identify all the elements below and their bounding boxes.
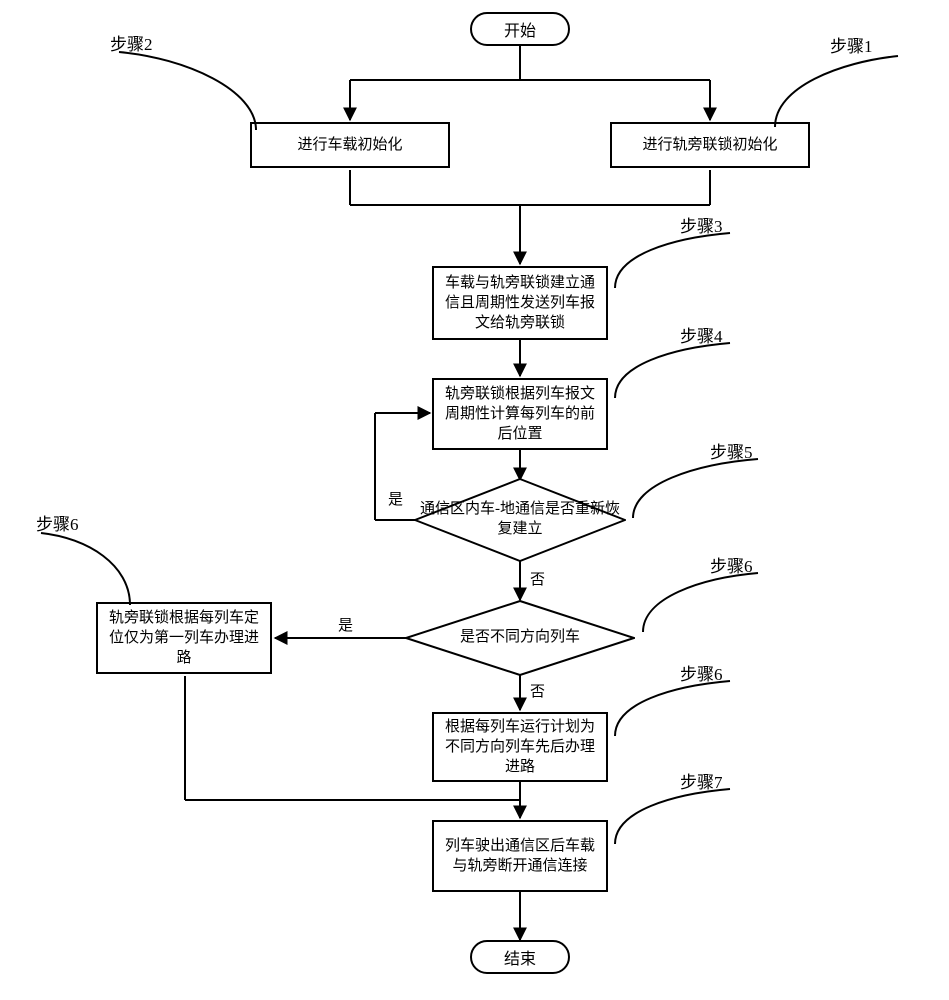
- process-step4: 轨旁联锁根据列车报文周期性计算每列车的前后位置: [432, 378, 608, 450]
- step-label-6b: 步骤6: [36, 510, 79, 535]
- process-step7: 列车驶出通信区后车载与轨旁断开通信连接: [432, 820, 608, 892]
- bracket-step6c: [612, 678, 732, 743]
- process-step6-right-label: 根据每列车运行计划为不同方向列车先后办理进路: [442, 717, 598, 778]
- process-step2: 进行车载初始化: [250, 122, 450, 168]
- edge-yes-2: 是: [338, 614, 353, 635]
- process-step7-label: 列车驶出通信区后车载与轨旁断开通信连接: [442, 836, 598, 877]
- step-label-4: 步骤4: [680, 322, 723, 347]
- process-step2-label: 进行车载初始化: [297, 135, 402, 155]
- step-label-7: 步骤7: [680, 768, 723, 793]
- decision-step5: 通信区内车-地通信是否重新恢复建立: [414, 478, 626, 562]
- bracket-step3: [612, 230, 732, 295]
- step-label-5: 步骤5: [710, 438, 753, 463]
- process-step1-label: 进行轨旁联锁初始化: [642, 135, 777, 155]
- bracket-step6a: [640, 570, 760, 640]
- start-node: 开始: [470, 12, 570, 46]
- edge-no-1: 否: [530, 568, 545, 589]
- step-label-2: 步骤2: [110, 30, 153, 55]
- edge-no-2: 否: [530, 680, 545, 701]
- process-step3-label: 车载与轨旁联锁建立通信且周期性发送列车报文给轨旁联锁: [442, 273, 598, 334]
- bracket-step7: [612, 786, 732, 851]
- bracket-step6b: [38, 530, 133, 610]
- end-label: 结束: [504, 945, 536, 969]
- bracket-step1: [770, 52, 900, 132]
- step-label-3: 步骤3: [680, 212, 723, 237]
- step-label-6a: 步骤6: [710, 552, 753, 577]
- process-step4-label: 轨旁联锁根据列车报文周期性计算每列车的前后位置: [442, 384, 598, 445]
- bracket-step2: [116, 50, 261, 135]
- process-step6-left: 轨旁联锁根据每列车定位仅为第一列车办理进路: [96, 602, 272, 674]
- step-label-6c: 步骤6: [680, 660, 723, 685]
- end-node: 结束: [470, 940, 570, 974]
- process-step6-left-label: 轨旁联锁根据每列车定位仅为第一列车办理进路: [106, 608, 262, 669]
- flowchart-canvas: 开始 结束 进行车载初始化 进行轨旁联锁初始化 车载与轨旁联锁建立通信且周期性发…: [0, 0, 949, 1000]
- decision-step6: 是否不同方向列车: [405, 600, 635, 676]
- step-label-1: 步骤1: [830, 32, 873, 57]
- start-label: 开始: [504, 17, 536, 41]
- edge-yes-1: 是: [388, 488, 403, 509]
- bracket-step5: [630, 456, 760, 526]
- process-step6-right: 根据每列车运行计划为不同方向列车先后办理进路: [432, 712, 608, 782]
- decision-step5-label: 通信区内车-地通信是否重新恢复建立: [414, 500, 626, 539]
- bracket-step4: [612, 340, 732, 405]
- decision-step6-label: 是否不同方向列车: [405, 628, 635, 648]
- process-step3: 车载与轨旁联锁建立通信且周期性发送列车报文给轨旁联锁: [432, 266, 608, 340]
